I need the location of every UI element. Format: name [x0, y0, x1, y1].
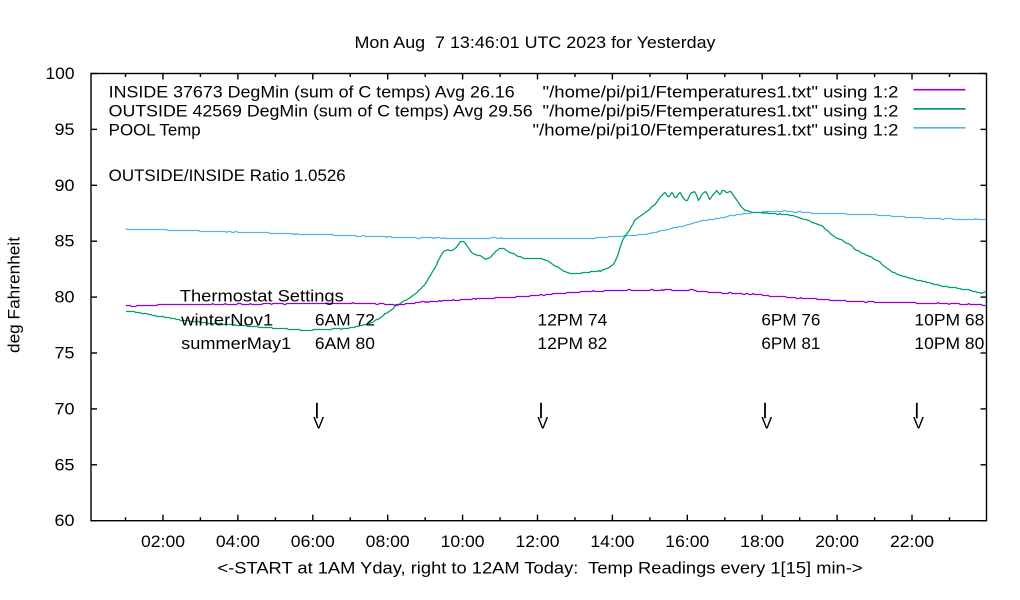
svg-text:85: 85	[55, 233, 75, 251]
svg-text:70: 70	[55, 400, 75, 418]
svg-text:12PM 82: 12PM 82	[537, 335, 607, 353]
svg-text:6PM 81: 6PM 81	[761, 335, 820, 353]
svg-text:12:00: 12:00	[516, 533, 560, 551]
svg-text:"/home/pi/pi10/Ftemperatures1.: "/home/pi/pi10/Ftemperatures1.txt" using…	[533, 122, 899, 140]
svg-text:6PM 76: 6PM 76	[761, 311, 820, 329]
svg-text:04:00: 04:00	[216, 533, 260, 551]
svg-text:18:00: 18:00	[740, 533, 784, 551]
svg-text:100: 100	[46, 65, 75, 83]
svg-text:<-START at 1AM Yday, right to: <-START at 1AM Yday, right to 12AM Today…	[218, 560, 863, 578]
svg-text:90: 90	[55, 177, 75, 195]
svg-text:Thermostat Settings: Thermostat Settings	[180, 288, 344, 306]
svg-text:95: 95	[55, 121, 75, 139]
svg-text:"/home/pi/pi1/Ftemperatures1.t: "/home/pi/pi1/Ftemperatures1.txt" using …	[543, 83, 899, 101]
svg-text:"/home/pi/pi5/Ftemperatures1.t: "/home/pi/pi5/Ftemperatures1.txt" using …	[543, 103, 899, 121]
svg-text:summerMay1: summerMay1	[181, 335, 291, 353]
svg-text:14:00: 14:00	[590, 533, 634, 551]
svg-text:02:00: 02:00	[141, 533, 185, 551]
svg-text:winterNov1: winterNov1	[180, 311, 273, 329]
svg-text:80: 80	[55, 289, 75, 307]
svg-text:16:00: 16:00	[665, 533, 709, 551]
svg-text:Mon Aug 7 13:46:01 UTC 2023 f: Mon Aug 7 13:46:01 UTC 2023 for Yesterda…	[355, 34, 717, 52]
svg-text:08:00: 08:00	[366, 533, 410, 551]
svg-text:V: V	[913, 415, 924, 433]
svg-text:V: V	[313, 415, 324, 433]
svg-text:10:00: 10:00	[441, 533, 485, 551]
svg-text:12PM 74: 12PM 74	[537, 311, 607, 329]
svg-text:22:00: 22:00	[890, 533, 934, 551]
svg-text:V: V	[537, 415, 548, 433]
svg-text:6AM 80: 6AM 80	[315, 335, 375, 353]
svg-text:65: 65	[55, 456, 75, 474]
svg-text:OUTSIDE 42569 DegMin (sum of C: OUTSIDE 42569 DegMin (sum of C temps) Av…	[109, 103, 533, 121]
svg-text:10PM 80: 10PM 80	[914, 335, 984, 353]
svg-text:deg Fahrenheit: deg Fahrenheit	[5, 237, 23, 353]
svg-text:OUTSIDE/INSIDE Ratio 1.0526: OUTSIDE/INSIDE Ratio 1.0526	[109, 167, 346, 185]
svg-text:10PM 68: 10PM 68	[914, 311, 984, 329]
svg-text:75: 75	[55, 345, 75, 363]
svg-text:POOL Temp: POOL Temp	[109, 122, 201, 140]
svg-text:V: V	[761, 415, 772, 433]
svg-text:06:00: 06:00	[291, 533, 335, 551]
svg-text:60: 60	[55, 512, 75, 530]
svg-text:20:00: 20:00	[815, 533, 859, 551]
svg-text:INSIDE 37673 DegMin (sum of C: INSIDE 37673 DegMin (sum of C temps) Avg…	[109, 83, 515, 101]
svg-text:6AM 72: 6AM 72	[315, 311, 375, 329]
